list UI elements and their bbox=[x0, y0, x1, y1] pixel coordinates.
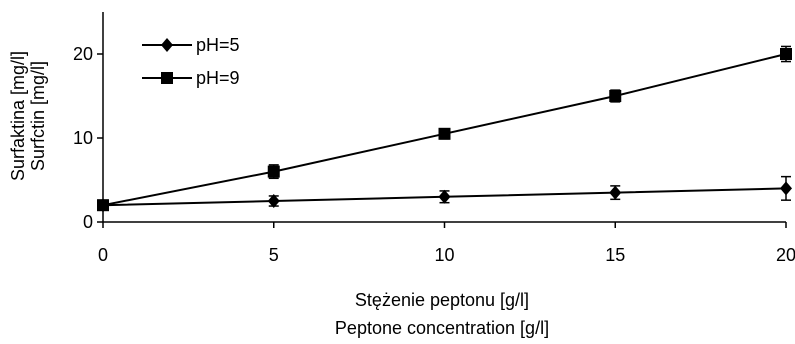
data-point-square bbox=[780, 48, 792, 60]
plot-area: 0 10 20 0 5 10 15 20 pH=5 pH=9 bbox=[73, 12, 795, 265]
y-axis-label-line-2: Surfctin [mg/l] bbox=[28, 61, 48, 171]
data-point-diamond bbox=[609, 185, 622, 200]
x-tick-label: 10 bbox=[434, 245, 454, 265]
x-tick-label: 20 bbox=[776, 245, 795, 265]
data-point-diamond bbox=[267, 194, 280, 208]
legend-marker-square bbox=[161, 72, 173, 84]
data-point-square bbox=[97, 199, 109, 212]
y-tick-label: 10 bbox=[73, 128, 93, 148]
y-tick-label: 20 bbox=[73, 44, 93, 64]
data-point-diamond bbox=[780, 181, 792, 196]
data-point-square bbox=[609, 90, 622, 102]
data-point-square bbox=[438, 127, 451, 140]
legend-marker-diamond bbox=[161, 38, 173, 52]
x-tick-label: 0 bbox=[98, 245, 108, 265]
x-axis-label-line-1: Stężenie peptonu [g/l] bbox=[355, 290, 529, 310]
data-point-diamond bbox=[438, 189, 451, 204]
y-tick-label: 0 bbox=[83, 212, 93, 232]
x-axis-label-line-2: Peptone concentration [g/l] bbox=[335, 318, 549, 338]
x-tick-label: 15 bbox=[605, 245, 625, 265]
legend-label: pH=9 bbox=[196, 68, 240, 88]
data-point-square bbox=[267, 165, 280, 178]
y-axis-label: Surfaktina [mg/l] Surfctin [mg/l] bbox=[8, 51, 48, 181]
x-tick-label: 5 bbox=[269, 245, 279, 265]
y-axis-label-line-1: Surfaktina [mg/l] bbox=[8, 51, 28, 181]
legend-label: pH=5 bbox=[196, 35, 240, 55]
